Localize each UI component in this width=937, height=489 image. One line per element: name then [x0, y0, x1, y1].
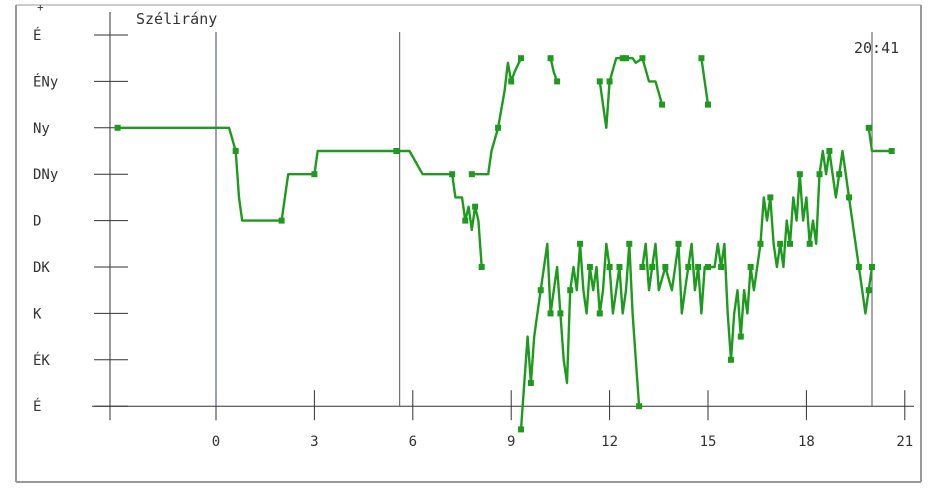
data-point	[718, 264, 725, 270]
data-point	[855, 264, 862, 270]
data-point	[659, 101, 666, 108]
y-tick-label: É	[33, 398, 41, 415]
data-point	[619, 55, 626, 62]
data-point	[547, 55, 554, 62]
series-line	[700, 58, 710, 105]
data-point	[623, 55, 629, 62]
series-line	[867, 127, 892, 153]
x-tick-label: 0	[212, 434, 220, 450]
y-tick-label: É	[33, 27, 41, 44]
data-point	[557, 310, 564, 317]
data-point	[705, 264, 711, 270]
data-point	[639, 55, 646, 62]
axes-layer	[92, 12, 914, 421]
data-point	[567, 287, 574, 294]
time-label: 20:41	[854, 39, 899, 57]
data-point	[468, 171, 475, 178]
data-point	[537, 287, 544, 294]
data-point	[596, 310, 603, 317]
data-point	[865, 124, 872, 131]
series-line	[117, 126, 483, 268]
data-point	[606, 264, 613, 270]
data-point	[685, 264, 692, 270]
x-tick-label: 12	[601, 434, 618, 450]
data-point	[596, 78, 603, 85]
data-point	[727, 356, 734, 363]
data-point	[606, 78, 613, 85]
data-point	[586, 264, 593, 270]
data-point	[232, 148, 239, 154]
data-point	[698, 55, 705, 62]
series-line	[598, 57, 623, 130]
x-tick-label: 9	[507, 434, 515, 450]
data-point	[462, 217, 469, 224]
data-point	[826, 148, 833, 154]
series-line	[641, 149, 874, 361]
series-line	[549, 57, 559, 82]
series-line	[471, 57, 523, 176]
data-point	[816, 171, 823, 178]
y-tick-label: DNy	[33, 167, 58, 183]
data-point	[865, 287, 872, 294]
data-point	[806, 240, 813, 247]
data-point	[787, 240, 793, 247]
y-tick-label: D	[33, 214, 41, 230]
data-point	[777, 240, 784, 247]
y-tick-label: Ny	[33, 121, 50, 137]
data-point	[554, 78, 561, 85]
data-point	[836, 171, 843, 178]
y-tick-label: K	[33, 306, 42, 322]
data-point	[393, 148, 400, 154]
data-point	[472, 203, 479, 210]
series-layer	[114, 55, 895, 433]
x-tick-label: 3	[310, 434, 318, 450]
data-point	[675, 240, 682, 247]
data-point	[508, 78, 515, 85]
x-tick-label: 21	[896, 434, 913, 450]
data-point	[705, 101, 711, 108]
top-mark: +	[37, 1, 44, 14]
data-point	[846, 194, 853, 201]
data-point	[527, 380, 534, 386]
series-line	[626, 57, 664, 105]
data-point	[869, 264, 875, 270]
data-point	[577, 240, 584, 247]
data-point	[449, 171, 456, 178]
series-line	[519, 242, 641, 430]
data-point	[478, 264, 485, 270]
data-point	[278, 217, 285, 224]
data-point	[767, 194, 774, 201]
y-tick-label: ÉK	[33, 352, 50, 369]
data-point	[757, 240, 764, 247]
data-point	[639, 264, 646, 270]
chart-title: Szélirány	[136, 10, 217, 28]
x-tick-label: 6	[409, 434, 417, 450]
data-point	[518, 426, 525, 433]
data-point	[114, 124, 121, 131]
data-point	[662, 264, 669, 270]
data-point	[495, 124, 502, 131]
data-point	[747, 264, 754, 270]
y-tick-label: DK	[33, 260, 50, 276]
data-point	[311, 171, 318, 178]
data-point	[636, 403, 643, 410]
data-point	[518, 55, 525, 62]
data-point	[737, 333, 744, 340]
y-tick-label: ÉNy	[33, 73, 58, 90]
x-tick-label: 18	[798, 434, 815, 450]
data-point	[888, 148, 895, 154]
vertical-markers	[215, 32, 873, 407]
x-tick-label: 15	[700, 434, 717, 450]
data-point	[695, 264, 702, 270]
label-layer: É ÉNy Ny DNy D DK K ÉK É 0 3 6 9 12 15 18 21	[33, 27, 913, 450]
data-point	[626, 240, 633, 247]
data-point	[547, 310, 554, 317]
data-point	[796, 171, 803, 178]
data-point	[649, 264, 656, 270]
data-point	[616, 264, 623, 270]
